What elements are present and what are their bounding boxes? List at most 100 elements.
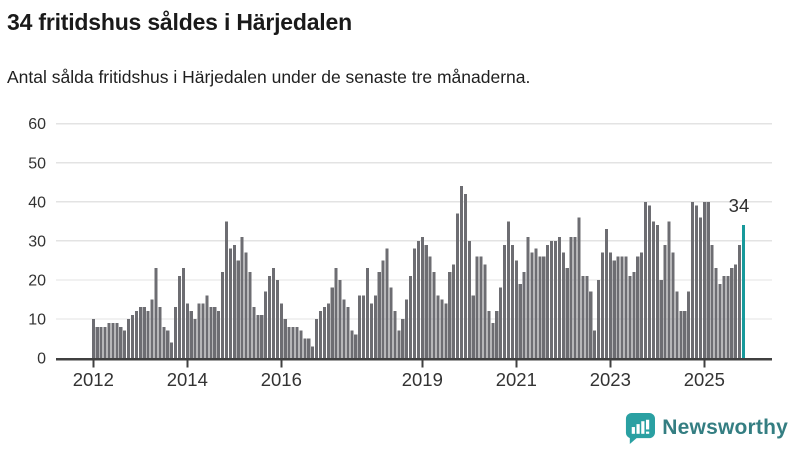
bar <box>585 276 589 358</box>
bar <box>456 213 460 358</box>
bar <box>412 248 417 358</box>
bar <box>224 221 229 358</box>
bar <box>620 256 624 358</box>
bar <box>616 256 620 358</box>
bar <box>510 244 514 358</box>
bar <box>264 291 268 358</box>
bar <box>240 236 244 358</box>
bar <box>706 201 710 358</box>
bar <box>170 342 174 358</box>
bar <box>628 276 632 358</box>
bar <box>409 276 413 358</box>
bar <box>557 236 561 358</box>
bar <box>636 256 640 358</box>
bar <box>471 295 475 358</box>
bar <box>593 330 597 358</box>
bar <box>687 291 691 358</box>
y-axis-tick-label: 60 <box>28 116 46 133</box>
bar <box>393 311 397 358</box>
bar <box>221 272 225 358</box>
bar <box>252 307 256 359</box>
bar <box>354 334 358 358</box>
x-axis-tick-label: 2021 <box>496 369 537 390</box>
bar <box>299 330 303 358</box>
bar <box>546 244 550 358</box>
bar <box>667 221 671 358</box>
bar <box>487 311 491 358</box>
bar <box>550 240 554 358</box>
bar <box>640 252 644 358</box>
bar <box>452 264 456 358</box>
bar <box>448 272 452 358</box>
x-axis-tick-label: 2023 <box>590 369 631 390</box>
bar <box>260 315 264 358</box>
bar <box>483 264 487 358</box>
brand-footer: Newsworthy <box>624 412 788 444</box>
bar <box>577 217 581 358</box>
y-axis-tick-label: 40 <box>28 194 46 211</box>
bar <box>287 326 291 358</box>
bar <box>369 303 373 358</box>
x-axis-tick-label: 2019 <box>402 369 443 390</box>
bar <box>295 326 299 358</box>
bar <box>103 326 107 358</box>
bar <box>209 307 213 359</box>
y-axis-tick-label: 10 <box>28 311 46 328</box>
bar <box>322 307 326 359</box>
bar <box>679 311 683 358</box>
chart-subtitle: Antal sålda fritidshus i Härjedalen unde… <box>7 66 531 87</box>
bar <box>134 311 138 358</box>
bar <box>467 240 471 358</box>
y-axis-tick-label: 50 <box>28 155 46 172</box>
bar <box>698 217 702 358</box>
bar <box>565 268 569 358</box>
bar <box>691 201 695 358</box>
bar <box>589 291 593 358</box>
bar <box>503 244 507 358</box>
bar <box>683 311 687 358</box>
bar <box>479 256 483 358</box>
bar <box>158 307 162 359</box>
bar <box>526 236 530 358</box>
bar <box>181 268 185 358</box>
bar <box>655 225 659 358</box>
bar <box>569 236 573 358</box>
bar <box>91 318 95 358</box>
bar <box>95 326 99 358</box>
bar <box>424 244 428 358</box>
bar <box>405 299 409 358</box>
bar <box>432 272 436 358</box>
bar <box>722 276 726 358</box>
bar <box>217 311 221 358</box>
bar <box>604 229 608 358</box>
bar <box>514 260 518 359</box>
y-axis-tick-label: 30 <box>28 233 46 250</box>
bar <box>428 256 432 358</box>
bar <box>581 276 585 358</box>
bar <box>115 322 119 358</box>
bar <box>228 248 232 358</box>
bar <box>346 307 350 359</box>
bar <box>338 279 342 358</box>
bar <box>362 295 366 358</box>
bar <box>283 318 287 358</box>
bar <box>718 283 722 358</box>
bar <box>475 256 479 358</box>
bar <box>538 256 542 358</box>
bar <box>138 307 142 359</box>
bar <box>401 318 405 358</box>
bar <box>420 236 424 358</box>
bar <box>702 201 706 358</box>
bar <box>275 279 279 358</box>
bar <box>119 326 123 358</box>
bar <box>127 318 131 358</box>
bar <box>389 287 393 358</box>
bar <box>632 272 636 358</box>
bar <box>307 338 311 358</box>
bar <box>350 330 354 358</box>
bar <box>573 236 577 358</box>
highlighted-bar <box>741 225 746 358</box>
bar <box>495 311 499 358</box>
bar <box>647 205 652 358</box>
bar <box>651 221 655 358</box>
